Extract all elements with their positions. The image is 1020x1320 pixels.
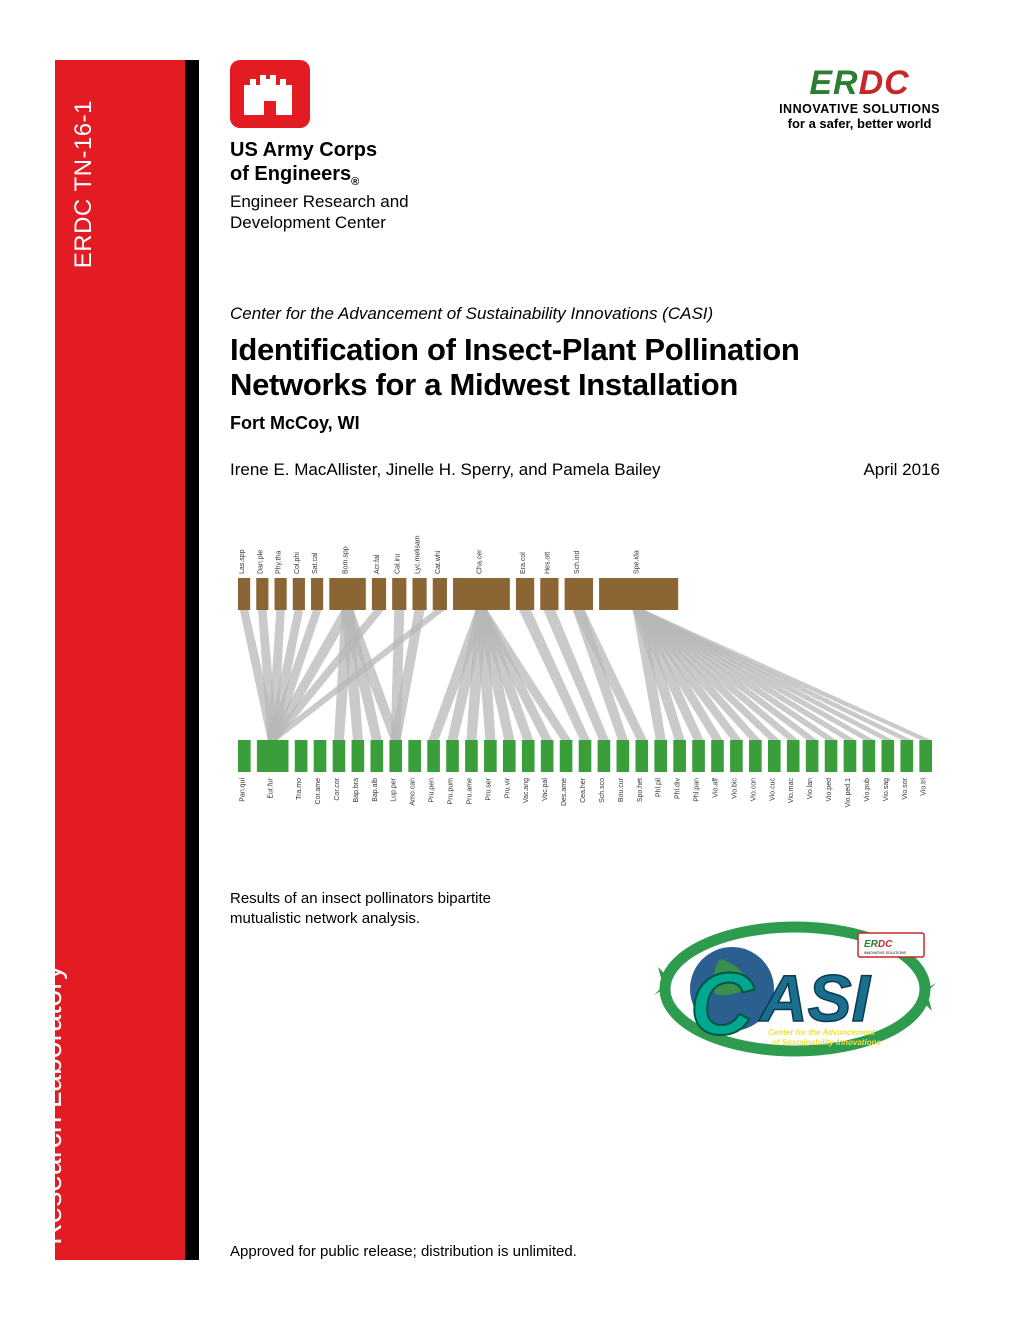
document-id: ERDC TN-16-1 (70, 100, 98, 268)
svg-text:Cha.cer: Cha.cer (476, 549, 483, 574)
svg-text:Pru.pen: Pru.pen (429, 778, 436, 803)
svg-text:Bou.cur: Bou.cur (618, 777, 625, 802)
svg-text:Vio.ped.1: Vio.ped.1 (845, 778, 852, 808)
caption-row: Results of an insect pollinators biparti… (230, 889, 940, 1079)
figure-caption: Results of an insect pollinators biparti… (230, 889, 560, 930)
svg-text:Cat.whi: Cat.whi (435, 550, 442, 574)
svg-text:INNOVATIVE SOLUTIONS: INNOVATIVE SOLUTIONS (864, 951, 907, 955)
author-row: Irene E. MacAllister, Jinelle H. Sperry,… (230, 460, 940, 480)
erdc-tagline2: for a safer, better world (779, 116, 940, 131)
erdc-logo: ERDC (779, 66, 940, 100)
date: April 2016 (863, 460, 940, 480)
svg-text:Phl.pil: Phl.pil (656, 778, 663, 798)
erdc-block: ERDC INNOVATIVE SOLUTIONS for a safer, b… (779, 66, 940, 131)
svg-text:Amo.can: Amo.can (410, 778, 417, 806)
svg-text:C: C (690, 954, 755, 1053)
erdc-tagline1: INNOVATIVE SOLUTIONS (779, 102, 940, 116)
svg-text:Vac.pal: Vac.pal (542, 778, 549, 801)
svg-text:Cor.cor: Cor.cor (334, 777, 341, 800)
svg-text:Pru.pum: Pru.pum (448, 778, 455, 805)
svg-text:Dan.ple: Dan.ple (257, 550, 264, 574)
svg-text:Vio.pub: Vio.pub (864, 778, 871, 802)
svg-text:Sch.ind: Sch.ind (574, 551, 581, 574)
svg-text:Acr.fal: Acr.fal (374, 554, 381, 574)
svg-text:Tra.mo: Tra.mo (296, 778, 303, 800)
svg-text:of Sustainability Innovations: of Sustainability Innovations (772, 1038, 881, 1047)
castle-icon (242, 71, 298, 117)
casi-text: ASI (758, 961, 872, 1035)
subtitle: Fort McCoy, WI (230, 413, 940, 434)
svg-text:Spe.ida: Spe.ida (634, 550, 641, 574)
svg-text:Center for the Advancement: Center for the Advancement (768, 1028, 875, 1037)
svg-text:Cor.ame: Cor.ame (315, 778, 322, 805)
svg-text:Vio.tri: Vio.tri (921, 778, 928, 796)
svg-text:Era.col: Era.col (520, 552, 527, 574)
bipartite-diagram: Las.spp Dan.ple Phy.tha Col.phi Sat.cal Bom.s… (230, 530, 940, 875)
svg-text:Hes.ott: Hes.ott (544, 552, 551, 574)
usace-title-l2: of Engineers (230, 163, 351, 185)
main-title: Identification of Insect-Plant Pollinati… (230, 332, 940, 403)
svg-text:Vio.lan: Vio.lan (807, 778, 814, 799)
svg-text:Phl.div: Phl.div (675, 777, 682, 799)
black-stripe (185, 60, 199, 1260)
svg-text:Bap.bra: Bap.bra (353, 778, 360, 803)
svg-text:Bom.spp: Bom.spp (343, 546, 350, 574)
svg-text:Cea.her: Cea.her (580, 777, 587, 803)
svg-text:Sat.cal: Sat.cal (312, 552, 319, 574)
svg-text:Pru.ame: Pru.ame (466, 778, 473, 805)
usace-block: US Army Corps of Engineers® Engineer Res… (230, 60, 409, 234)
svg-text:Vio.bic: Vio.bic (731, 777, 738, 798)
svg-text:Phy.tha: Phy.tha (276, 551, 283, 574)
casi-logo: C ASI ERDC INNOVATIVE SOLUTIONS Center f… (620, 889, 940, 1079)
page: ERDC TN-16-1 Construction Engineering Re… (0, 0, 1020, 1320)
svg-text:Pru.ser: Pru.ser (485, 777, 492, 800)
lab-line1: Construction Engineering (0, 908, 30, 1245)
registered-mark: ® (351, 176, 359, 188)
bipartite-svg: Las.spp Dan.ple Phy.tha Col.phi Sat.cal Bom.s… (230, 530, 940, 870)
svg-text:Vio.sor: Vio.sor (902, 777, 909, 799)
svg-text:Vio.sag: Vio.sag (883, 778, 890, 801)
svg-text:Pan.qui: Pan.qui (239, 778, 246, 802)
svg-text:Phl.pan: Phl.pan (694, 778, 701, 802)
release-statement: Approved for public release; distributio… (230, 1243, 577, 1260)
svg-text:ERDC: ERDC (864, 939, 893, 950)
lab-name: Construction Engineering Research Labora… (0, 908, 70, 1245)
svg-text:Vio.cuc: Vio.cuc (769, 777, 776, 800)
usace-title-l1: US Army Corps (230, 139, 377, 161)
erdc-green: ER (809, 64, 858, 102)
usace-title: US Army Corps of Engineers® (230, 138, 409, 189)
svg-text:Vio.mac: Vio.mac (788, 777, 795, 803)
svg-text:Sch.sco: Sch.sco (599, 778, 606, 803)
svg-text:Lup.per: Lup.per (391, 777, 398, 801)
svg-text:Col.phi: Col.phi (294, 552, 301, 574)
center-label: Center for the Advancement of Sustainabi… (230, 304, 940, 324)
svg-text:Lyc.melisam: Lyc.melisam (415, 535, 422, 574)
svg-text:Pru.vir: Pru.vir (504, 777, 511, 798)
casi-logo-wrap: C ASI ERDC INNOVATIVE SOLUTIONS Center f… (580, 889, 940, 1079)
svg-text:Eur.fur: Eur.fur (268, 777, 275, 798)
castle-badge (230, 60, 310, 128)
usace-sub-l2: Development Center (230, 213, 386, 232)
svg-text:Des.ame: Des.ame (561, 778, 568, 806)
svg-text:Spo.het: Spo.het (637, 778, 644, 802)
svg-text:Vio.aff: Vio.aff (712, 778, 719, 798)
svg-text:Vac.ang: Vac.ang (523, 778, 530, 803)
usace-subtitle: Engineer Research and Development Center (230, 191, 409, 234)
svg-text:Vio.ped: Vio.ped (826, 778, 833, 802)
header-row: US Army Corps of Engineers® Engineer Res… (230, 60, 940, 234)
svg-text:Vio.con: Vio.con (750, 778, 757, 801)
usace-sub-l1: Engineer Research and (230, 192, 409, 211)
authors: Irene E. MacAllister, Jinelle H. Sperry,… (230, 460, 661, 480)
svg-text:Las.spp: Las.spp (239, 549, 246, 574)
content-area: US Army Corps of Engineers® Engineer Res… (230, 60, 940, 1260)
svg-text:Cal.iru: Cal.iru (394, 554, 401, 574)
svg-text:Bap.alb: Bap.alb (372, 778, 379, 802)
lab-line2: Research Laboratory (35, 965, 68, 1245)
erdc-red: DC (859, 64, 910, 102)
